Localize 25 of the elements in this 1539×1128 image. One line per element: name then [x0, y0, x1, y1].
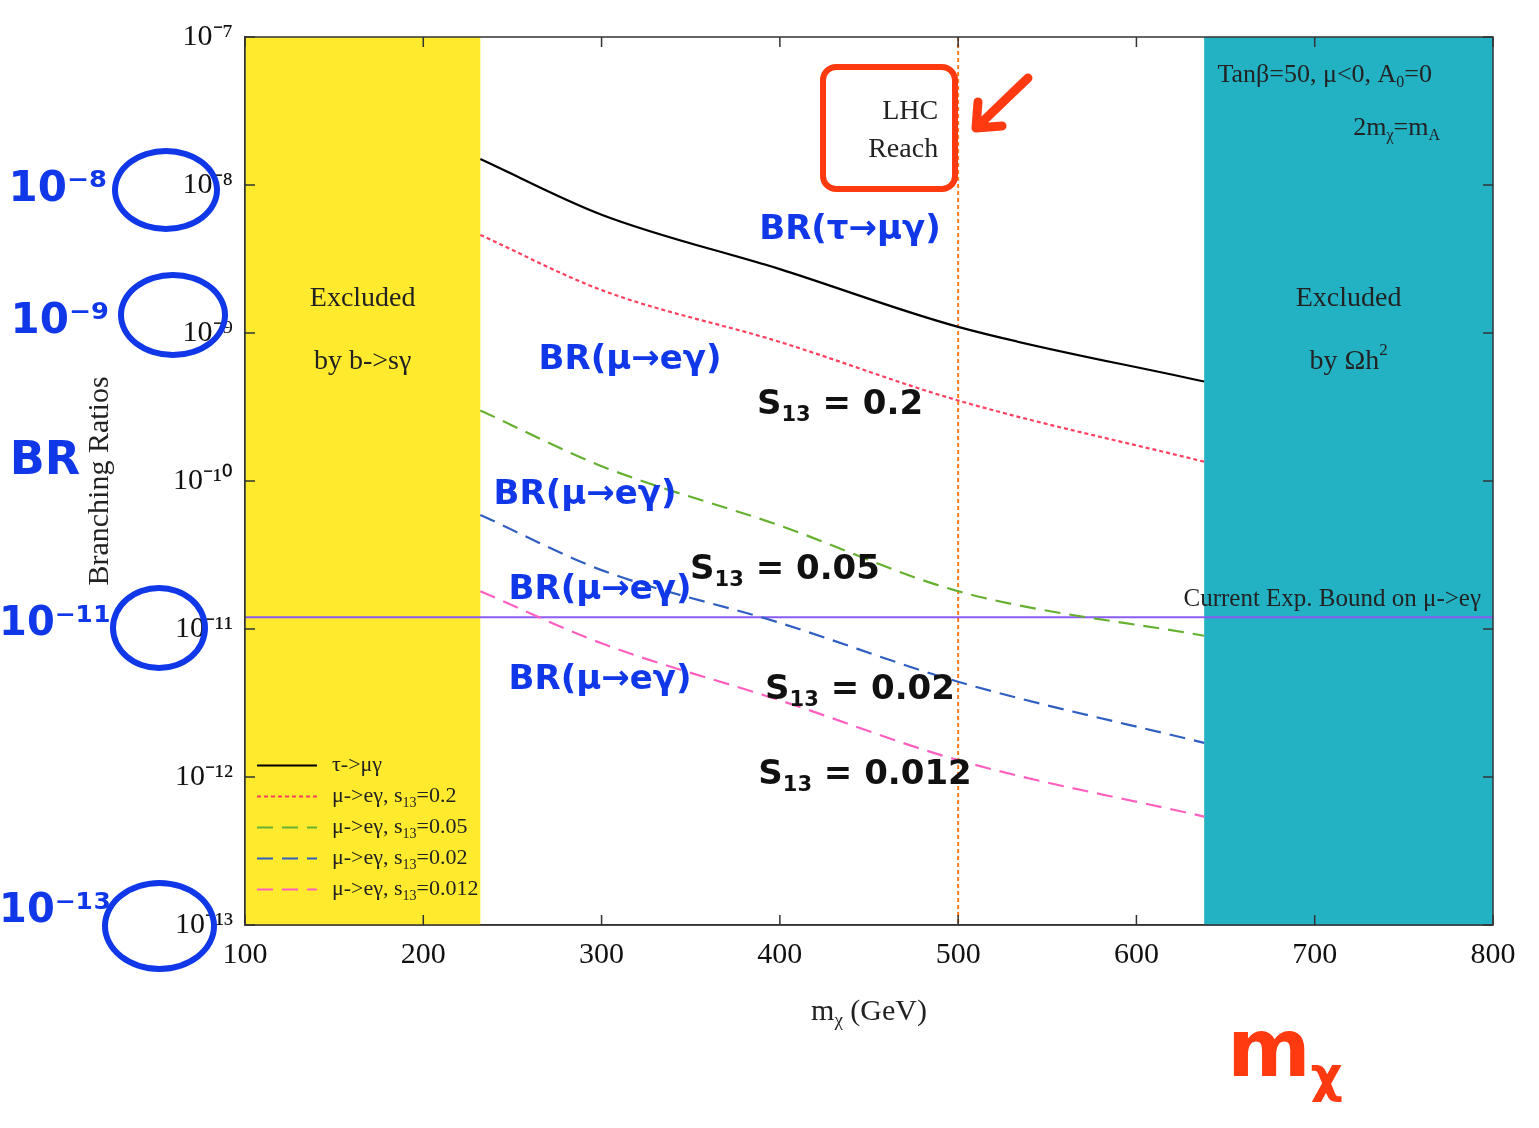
x-tick-label: 200 — [400, 935, 446, 969]
ref-line-label: LHC Reach — [868, 94, 939, 164]
annotation: BR(τ→μγ) — [759, 206, 941, 247]
annotation: BR(μ→eγ) — [493, 471, 677, 512]
text: 10⁻¹³ — [0, 885, 111, 932]
x-tick-label: 300 — [579, 935, 625, 969]
text: 10⁻¹¹ — [0, 598, 111, 645]
y-tick-label: 10⁻⁷ — [182, 17, 233, 51]
annotation: BR(μ→eγ) — [508, 566, 692, 607]
text: BR — [9, 430, 81, 485]
x-tick-label: 100 — [222, 935, 268, 969]
text: 10⁻⁸ — [8, 161, 108, 211]
y-tick-label: 10⁻¹² — [175, 757, 233, 791]
y-tick-label: 10⁻¹⁰ — [173, 461, 233, 495]
annotation: BR(μ→eγ) — [538, 336, 722, 377]
annotation: BR(μ→eγ) — [508, 656, 692, 697]
text: 10⁻⁹ — [10, 293, 110, 343]
x-tick-label: 800 — [1470, 935, 1516, 969]
x-tick-label: 500 — [935, 935, 981, 969]
band-label: Excluded by b->sγ — [309, 281, 416, 376]
x-tick-label: 400 — [757, 935, 803, 969]
x-tick-label: 600 — [1113, 935, 1159, 969]
legend-label: τ->μγ — [332, 751, 383, 777]
x-tick-label: 700 — [1292, 935, 1338, 969]
y-axis-title: Branching Ratios — [80, 376, 114, 586]
